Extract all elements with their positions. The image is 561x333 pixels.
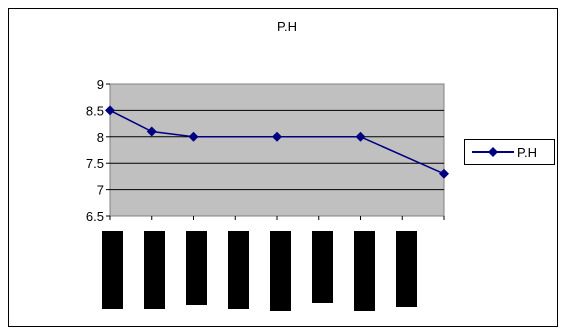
data-point — [188, 131, 199, 142]
data-point — [105, 105, 115, 116]
redaction-bar — [102, 231, 123, 309]
y-tick-label: 6.5 — [86, 209, 104, 224]
redaction-bar — [186, 231, 207, 305]
y-tick-label: 7 — [97, 183, 104, 198]
redaction-bar — [396, 231, 417, 307]
redaction-bar — [228, 231, 249, 309]
redaction-bar — [270, 231, 291, 311]
redaction-bar — [312, 231, 333, 303]
redaction-bar — [354, 231, 375, 311]
data-point — [146, 126, 157, 137]
legend-label: P.H — [517, 145, 537, 160]
y-tick-label: 9 — [97, 77, 104, 92]
y-axis-ticks: 6.5 7 7.5 8 8.5 9 — [86, 77, 110, 224]
series-layer — [105, 105, 449, 179]
chart-title: P.H — [277, 19, 297, 34]
y-tick-label: 7.5 — [86, 156, 104, 171]
data-point — [355, 131, 366, 142]
plot-area — [109, 83, 445, 217]
legend-marker-diamond — [488, 147, 498, 157]
y-tick-label: 8 — [97, 130, 104, 145]
data-point — [439, 168, 449, 179]
y-tick-label: 8.5 — [86, 103, 104, 118]
series-line — [109, 109, 445, 175]
redacted-x-labels — [102, 231, 417, 311]
legend: P.H — [464, 139, 555, 165]
x-axis-ticks — [109, 216, 445, 220]
redaction-bar — [144, 231, 165, 309]
data-point — [272, 131, 282, 142]
